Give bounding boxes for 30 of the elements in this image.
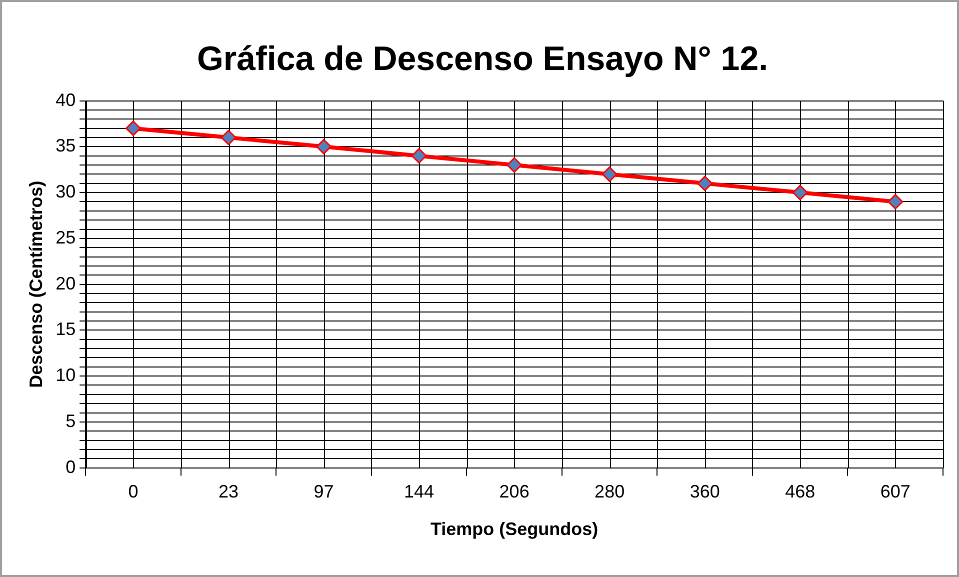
point	[697, 176, 713, 192]
x-axis-title: Tiempo (Segundos)	[430, 519, 598, 540]
point	[220, 130, 236, 146]
x-tick-label: 97	[314, 482, 334, 502]
y-axis-title: Descenso (Centímetros)	[26, 180, 46, 388]
x-tick-label: 360	[690, 482, 720, 502]
x-tick-label: 144	[404, 482, 434, 502]
y-tick-label: 15	[56, 319, 76, 340]
y-tick-label: 40	[56, 90, 76, 110]
y-tick-label: 30	[56, 182, 76, 202]
x-tick-label: 206	[499, 482, 530, 502]
x-tick-label: 280	[594, 482, 625, 502]
y-tick-label: 25	[56, 227, 76, 248]
point	[126, 120, 142, 136]
point	[506, 157, 522, 173]
x-tick-label: 468	[785, 482, 816, 502]
point	[411, 148, 427, 164]
y-tick-label: 0	[66, 456, 76, 477]
y-tick-label: 20	[56, 273, 76, 294]
x-tick-label: 23	[218, 482, 239, 502]
x-tick-label: 0	[128, 482, 138, 502]
y-tick-label: 35	[56, 136, 76, 156]
y-tick-label: 5	[66, 410, 76, 431]
point	[792, 184, 808, 200]
x-tick-label: 607	[880, 482, 910, 502]
point	[316, 138, 332, 154]
point	[602, 166, 618, 182]
chart-title: Gráfica de Descenso Ensayo N° 12.	[196, 40, 768, 78]
point	[888, 194, 904, 210]
y-tick-label: 10	[56, 365, 76, 386]
